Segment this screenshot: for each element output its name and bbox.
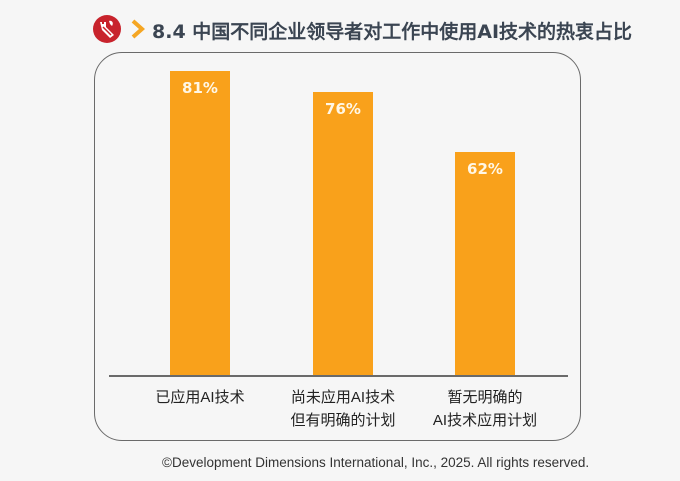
chart-title: 8.4 中国不同企业领导者对工作中使用AI技术的热衷占比 — [152, 21, 633, 43]
chart-frame — [94, 52, 581, 441]
chevron-right-icon — [131, 19, 145, 39]
copyright-notice: ©Development Dimensions International, I… — [162, 455, 590, 470]
bar-applied: 81% — [170, 71, 230, 375]
category-label-line: 已应用AI技术 — [155, 389, 245, 406]
bar-value-label: 76% — [325, 100, 361, 118]
category-label-applied: 已应用AI技术 — [120, 386, 280, 409]
category-label-line: 暂无明确的 — [447, 389, 523, 406]
bar-value-label: 62% — [467, 160, 503, 178]
x-axis-line — [109, 375, 568, 377]
category-label-no-plan: 暂无明确的 AI技术应用计划 — [405, 386, 565, 432]
category-label-planned: 尚未应用AI技术 但有明确的计划 — [263, 386, 423, 432]
bar-value-label: 81% — [182, 79, 218, 97]
category-label-line: AI技术应用计划 — [432, 412, 538, 429]
category-label-line: 但有明确的计划 — [290, 412, 396, 429]
category-label-line: 尚未应用AI技术 — [290, 389, 396, 406]
great-wall-logo-icon — [93, 15, 121, 43]
bar-planned: 76% — [313, 92, 373, 375]
bar-no-plan: 62% — [455, 152, 515, 375]
